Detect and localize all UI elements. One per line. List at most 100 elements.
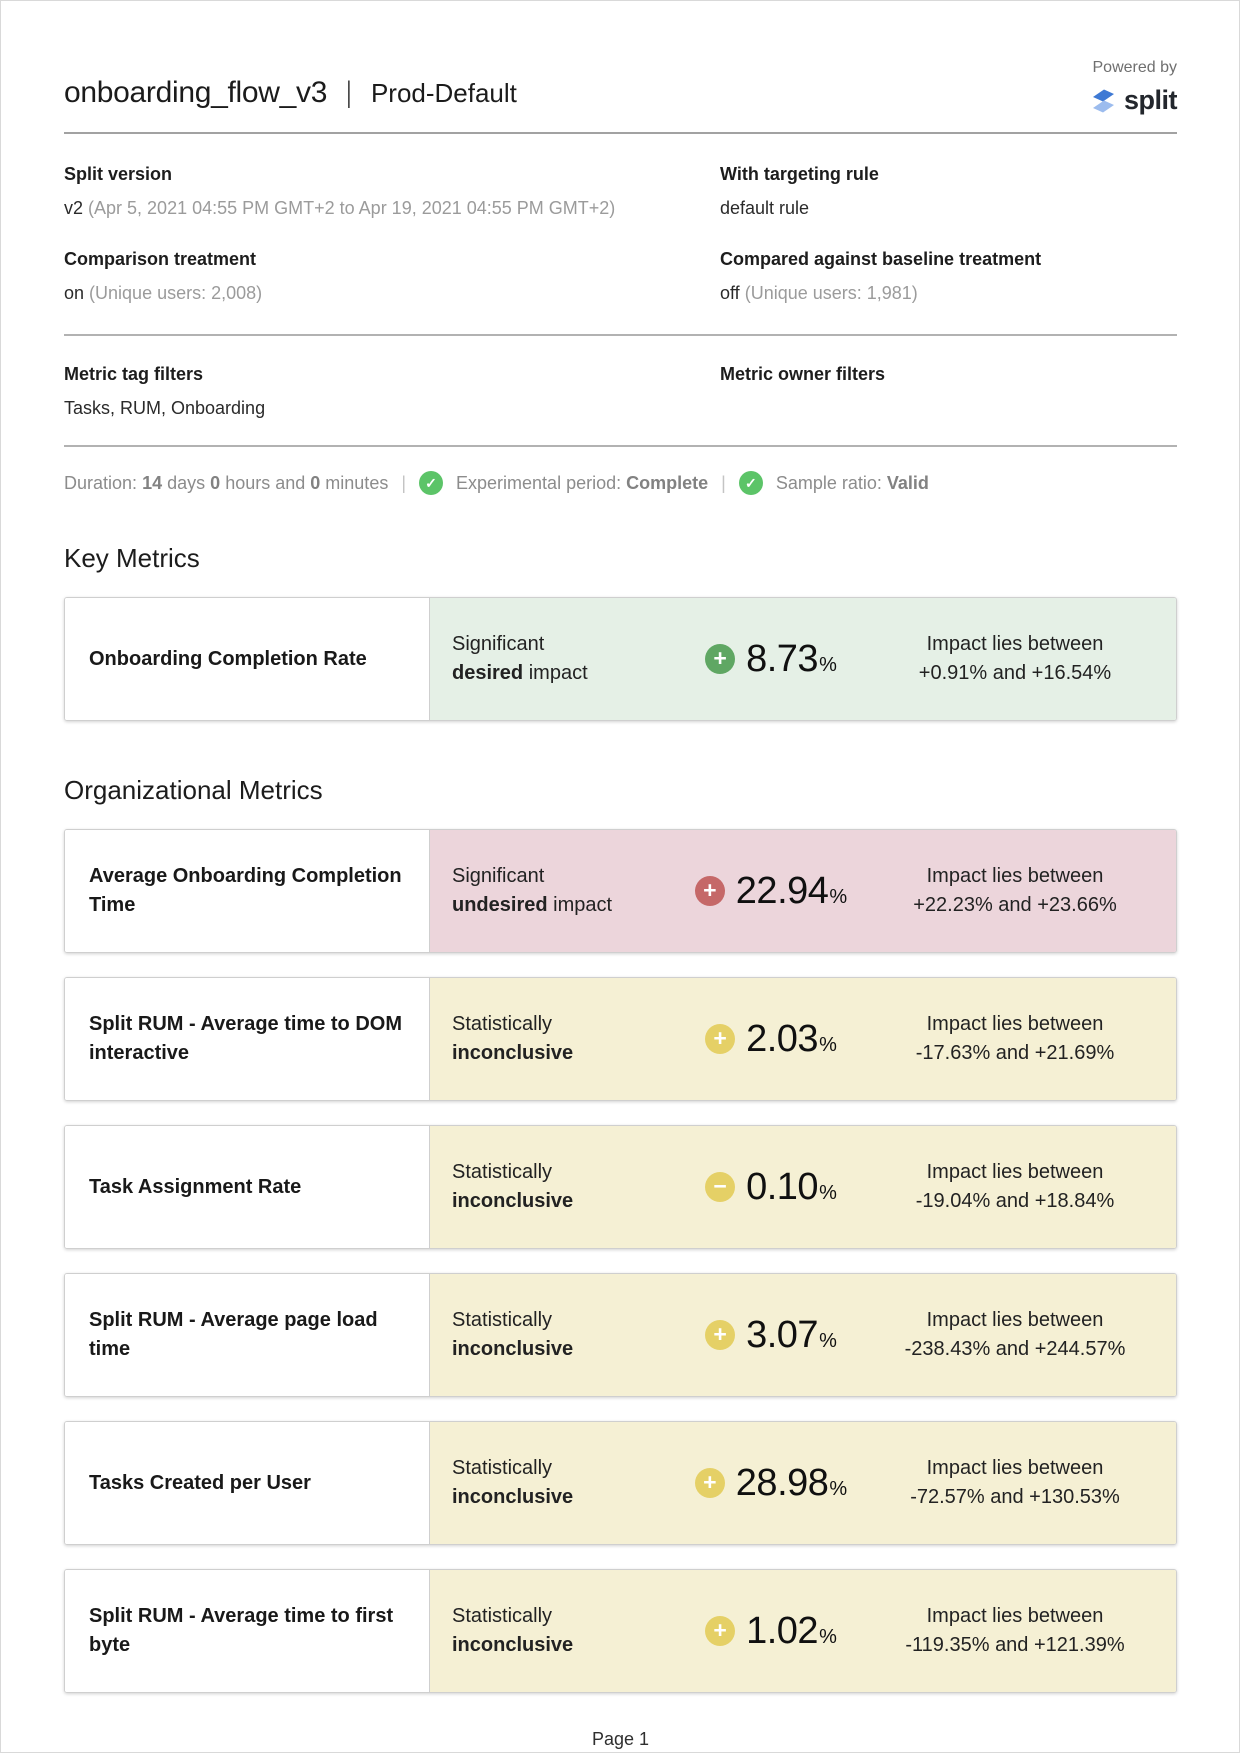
metric-status-line2: inconclusive: [452, 1483, 652, 1512]
metric-card: Split RUM - Average page load time Stati…: [64, 1273, 1177, 1397]
metric-name: Tasks Created per User: [89, 1471, 311, 1494]
impact-line1: Impact lies between: [926, 1013, 1104, 1035]
metric-card: Split RUM - Average time to first byte S…: [64, 1569, 1177, 1693]
metric-status-emphasis: undesired: [452, 894, 548, 916]
metric-impact-range: Impact lies between +0.91% and +16.54%: [890, 630, 1140, 688]
brand-block: Powered by split: [1090, 59, 1178, 116]
title-block: onboarding_flow_v3 | Prod-Default: [64, 76, 517, 116]
metric-name: Onboarding Completion Rate: [89, 647, 367, 670]
page-title: onboarding_flow_v3: [64, 76, 328, 109]
title-separator: |: [346, 76, 352, 109]
split-version-value: v2 (Apr 5, 2021 04:55 PM GMT+2 to Apr 19…: [64, 198, 720, 219]
baseline-treatment-value: off (Unique users: 1,981): [720, 283, 1177, 304]
metric-card: Tasks Created per User Statistically inc…: [64, 1421, 1177, 1545]
brand-row: split: [1090, 85, 1178, 116]
metric-value: 1.02: [746, 1609, 819, 1652]
split-version-field: Split version v2 (Apr 5, 2021 04:55 PM G…: [64, 164, 720, 219]
impact-line2: +22.23% and +23.66%: [913, 894, 1117, 916]
experimental-period-label: Experimental period:: [456, 472, 622, 493]
impact-line2: -19.04% and +18.84%: [915, 1190, 1115, 1212]
metric-name: Split RUM - Average page load time: [89, 1309, 378, 1360]
sample-ratio-value: Valid: [886, 472, 929, 493]
metric-value: 0.10: [746, 1165, 819, 1208]
sample-ratio-label: Sample ratio:: [775, 472, 882, 493]
metric-status-line2: undesired impact: [452, 891, 652, 920]
experimental-period-text: Experimental period: Complete: [456, 473, 708, 494]
metric-status-line1: Statistically: [452, 1013, 553, 1035]
metric-value-group: + 8.73 %: [652, 638, 890, 681]
metric-card: Onboarding Completion Rate Significant d…: [64, 597, 1177, 721]
impact-line2: -238.43% and +244.57%: [904, 1338, 1126, 1360]
comparison-treatment-field: Comparison treatment on (Unique users: 2…: [64, 249, 720, 304]
metric-value: 3.07: [746, 1313, 819, 1356]
metric-impact-range: Impact lies between -72.57% and +130.53%: [890, 1454, 1140, 1512]
baseline-treatment-label: Compared against baseline treatment: [720, 249, 1042, 269]
metric-value-wrap: 3.07 %: [746, 1314, 837, 1357]
experiment-status-bar: Duration: 14 days 0 hours and 0 minutes …: [64, 471, 1177, 495]
brand-wordmark: split: [1123, 85, 1178, 115]
treatment-section: Comparison treatment on (Unique users: 2…: [64, 249, 1177, 304]
metric-unit: %: [819, 1033, 837, 1056]
metric-impact-range: Impact lies between -17.63% and +21.69%: [890, 1010, 1140, 1068]
metric-status-line2: inconclusive: [452, 1039, 652, 1068]
page-number: Page 1: [591, 1729, 650, 1749]
metric-result-area: Statistically inconclusive + 3.07 % Impa…: [430, 1274, 1176, 1396]
targeting-rule-field: With targeting rule default rule: [720, 164, 1177, 219]
metric-status-emphasis: inconclusive: [452, 1338, 574, 1360]
split-logo-icon: [1092, 89, 1114, 112]
icon-glyph: ✓: [744, 474, 757, 491]
icon-glyph: ✓: [425, 474, 437, 491]
impact-line2: -72.57% and +130.53%: [910, 1486, 1120, 1508]
metric-name: Split RUM - Average time to first byte: [89, 1605, 394, 1656]
filters-section: Metric tag filters Tasks, RUM, Onboardin…: [64, 364, 1177, 419]
metric-status-line2: inconclusive: [452, 1631, 652, 1660]
metric-status-line1: Significant: [452, 865, 545, 887]
split-version-note: (Apr 5, 2021 04:55 PM GMT+2 to Apr 19, 2…: [88, 198, 616, 218]
impact-line2: +0.91% and +16.54%: [918, 662, 1112, 684]
metric-tag-filters-field: Metric tag filters Tasks, RUM, Onboardin…: [64, 364, 720, 419]
header-divider: [64, 132, 1177, 134]
metric-name-cell: Tasks Created per User: [65, 1422, 430, 1544]
metric-unit: %: [819, 1329, 837, 1352]
baseline-treatment-field: Compared against baseline treatment off …: [720, 249, 1177, 304]
duration-days-word: days: [167, 472, 206, 493]
metric-value-group: − 0.10 %: [652, 1166, 890, 1209]
targeting-rule-label: With targeting rule: [720, 164, 879, 184]
plus-icon: +: [705, 644, 736, 674]
metric-status: Significant desired impact: [452, 630, 652, 688]
split-version-main: v2: [64, 198, 84, 218]
comparison-treatment-value: on (Unique users: 2,008): [64, 283, 720, 304]
duration-hours-word: hours and: [225, 472, 306, 493]
metric-impact-range: Impact lies between +22.23% and +23.66%: [890, 862, 1140, 920]
metric-status-line1: Significant: [452, 633, 545, 655]
metric-value-wrap: 22.94 %: [736, 870, 847, 913]
meta-section: Split version v2 (Apr 5, 2021 04:55 PM G…: [64, 164, 1177, 219]
check-icon: ✓: [738, 471, 763, 495]
metric-value-group: + 3.07 %: [652, 1314, 890, 1357]
duration-text: Duration: 14 days 0 hours and 0 minutes: [64, 473, 388, 494]
minus-icon: −: [705, 1172, 736, 1202]
icon-glyph: +: [703, 1468, 717, 1495]
metric-name-cell: Average Onboarding Completion Time: [65, 830, 430, 952]
metric-card: Average Onboarding Completion Time Signi…: [64, 829, 1177, 953]
powered-by-label: Powered by: [1092, 59, 1178, 76]
plus-icon: +: [694, 1468, 725, 1498]
metric-value: 22.94: [735, 869, 829, 912]
environment-name: Prod-Default: [370, 77, 517, 108]
comparison-treatment-note: (Unique users: 2,008): [89, 283, 263, 303]
metric-result-area: Statistically inconclusive + 1.02 % Impa…: [430, 1570, 1176, 1692]
metric-unit: %: [819, 653, 837, 676]
sample-ratio-text: Sample ratio: Valid: [776, 473, 929, 494]
plus-icon: +: [694, 876, 725, 906]
organizational-metrics-heading: Organizational Metrics: [64, 775, 323, 805]
metric-status-line2: inconclusive: [452, 1335, 652, 1364]
duration-days: 14: [142, 472, 163, 493]
duration-minutes: 0: [310, 472, 321, 493]
split-version-label: Split version: [64, 164, 173, 184]
metric-result-area: Statistically inconclusive + 2.03 % Impa…: [430, 978, 1176, 1100]
metric-name: Task Assignment Rate: [89, 1175, 302, 1198]
metric-unit: %: [819, 1625, 837, 1648]
metric-status-line2: inconclusive: [452, 1187, 652, 1216]
icon-glyph: +: [713, 644, 727, 671]
metric-value-group: + 2.03 %: [652, 1018, 890, 1061]
